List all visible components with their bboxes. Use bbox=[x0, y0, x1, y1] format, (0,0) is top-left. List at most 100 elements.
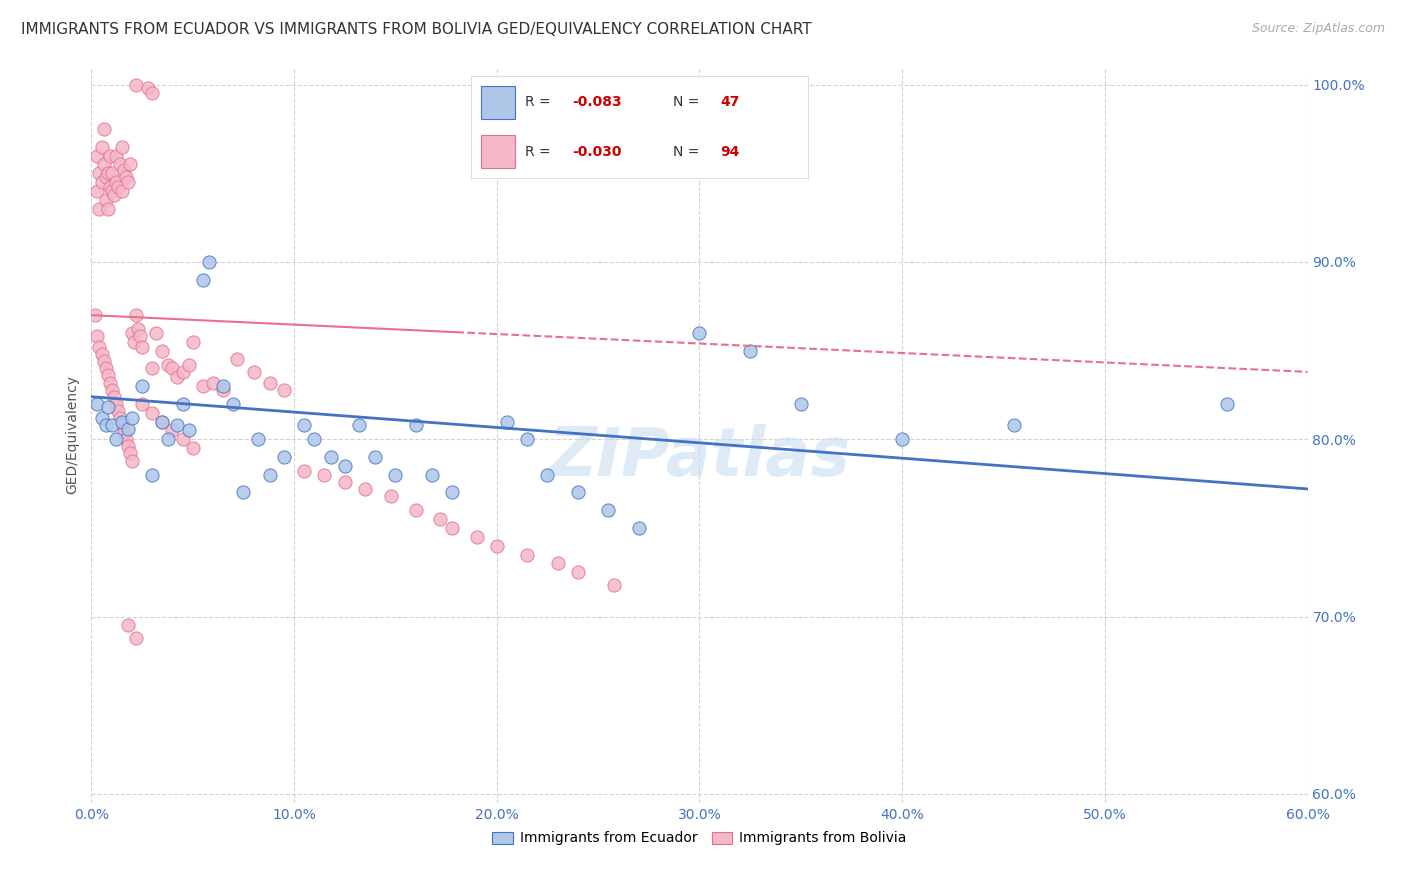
Point bbox=[567, 485, 589, 500]
Point bbox=[172, 432, 194, 446]
Point bbox=[1002, 418, 1025, 433]
Point bbox=[125, 631, 148, 645]
Point bbox=[121, 453, 143, 467]
Text: 47: 47 bbox=[721, 95, 740, 110]
Point bbox=[100, 184, 122, 198]
Point bbox=[162, 361, 184, 376]
Point bbox=[292, 464, 315, 478]
Point bbox=[86, 397, 108, 411]
Point bbox=[127, 322, 149, 336]
Point bbox=[129, 329, 152, 343]
Point bbox=[166, 418, 188, 433]
Point bbox=[603, 577, 626, 591]
Point bbox=[97, 368, 120, 383]
Point bbox=[104, 148, 127, 162]
Point bbox=[145, 326, 167, 340]
Point bbox=[84, 308, 107, 322]
Point bbox=[103, 390, 125, 404]
Point bbox=[117, 175, 139, 189]
Point bbox=[232, 485, 254, 500]
Point bbox=[304, 432, 326, 446]
Point bbox=[117, 439, 139, 453]
Point bbox=[108, 157, 131, 171]
Point bbox=[131, 340, 153, 354]
Point bbox=[202, 376, 225, 390]
Point bbox=[1215, 397, 1237, 411]
Point bbox=[90, 175, 112, 189]
Point bbox=[333, 458, 356, 473]
Point bbox=[141, 467, 163, 482]
Point bbox=[98, 180, 121, 194]
Point bbox=[121, 326, 143, 340]
Point bbox=[516, 432, 538, 446]
Point bbox=[485, 539, 508, 553]
Point bbox=[93, 157, 115, 171]
Point bbox=[333, 475, 356, 489]
Point bbox=[86, 148, 108, 162]
Text: 94: 94 bbox=[721, 145, 740, 159]
Point bbox=[118, 157, 141, 171]
Point bbox=[273, 383, 295, 397]
Point bbox=[191, 379, 214, 393]
Point bbox=[141, 361, 163, 376]
Point bbox=[111, 418, 134, 433]
Point bbox=[347, 418, 370, 433]
Point bbox=[292, 418, 315, 433]
Point bbox=[181, 441, 204, 455]
Point bbox=[97, 401, 120, 415]
Point bbox=[94, 361, 117, 376]
Point bbox=[100, 383, 122, 397]
Point bbox=[131, 379, 153, 393]
Point bbox=[150, 343, 173, 358]
Point bbox=[150, 415, 173, 429]
Point bbox=[172, 397, 194, 411]
Point bbox=[364, 450, 387, 464]
Point bbox=[273, 450, 295, 464]
Y-axis label: GED/Equivalency: GED/Equivalency bbox=[66, 376, 80, 494]
Point bbox=[94, 169, 117, 184]
Point bbox=[162, 424, 184, 438]
Point bbox=[94, 193, 117, 207]
Point bbox=[314, 467, 336, 482]
Point bbox=[384, 467, 406, 482]
Legend: Immigrants from Ecuador, Immigrants from Bolivia: Immigrants from Ecuador, Immigrants from… bbox=[486, 826, 912, 851]
Point bbox=[108, 411, 131, 425]
Point bbox=[100, 418, 122, 433]
Point bbox=[136, 81, 159, 95]
Point bbox=[89, 166, 111, 180]
Point bbox=[242, 365, 264, 379]
FancyBboxPatch shape bbox=[481, 136, 515, 168]
Point bbox=[198, 255, 221, 269]
Point bbox=[598, 503, 620, 517]
Point bbox=[107, 404, 129, 418]
Text: N =: N = bbox=[673, 95, 704, 110]
Point bbox=[166, 370, 188, 384]
Point bbox=[93, 122, 115, 136]
Point bbox=[111, 184, 134, 198]
Point bbox=[157, 358, 180, 372]
Point bbox=[125, 308, 148, 322]
Point bbox=[122, 334, 145, 349]
Point bbox=[104, 397, 127, 411]
Point bbox=[405, 503, 427, 517]
Point bbox=[420, 467, 443, 482]
Point bbox=[104, 432, 127, 446]
Point bbox=[790, 397, 813, 411]
Point bbox=[380, 489, 402, 503]
Point bbox=[111, 415, 134, 429]
Text: -0.083: -0.083 bbox=[572, 95, 621, 110]
Point bbox=[688, 326, 710, 340]
Point bbox=[111, 139, 134, 153]
Point bbox=[89, 340, 111, 354]
Point bbox=[86, 184, 108, 198]
Point bbox=[627, 521, 650, 535]
Point bbox=[191, 273, 214, 287]
Point bbox=[117, 618, 139, 632]
Point bbox=[536, 467, 558, 482]
Point bbox=[112, 425, 135, 440]
Point bbox=[141, 406, 163, 420]
Point bbox=[98, 148, 121, 162]
Point bbox=[496, 415, 519, 429]
Point bbox=[131, 397, 153, 411]
Point bbox=[97, 202, 120, 216]
